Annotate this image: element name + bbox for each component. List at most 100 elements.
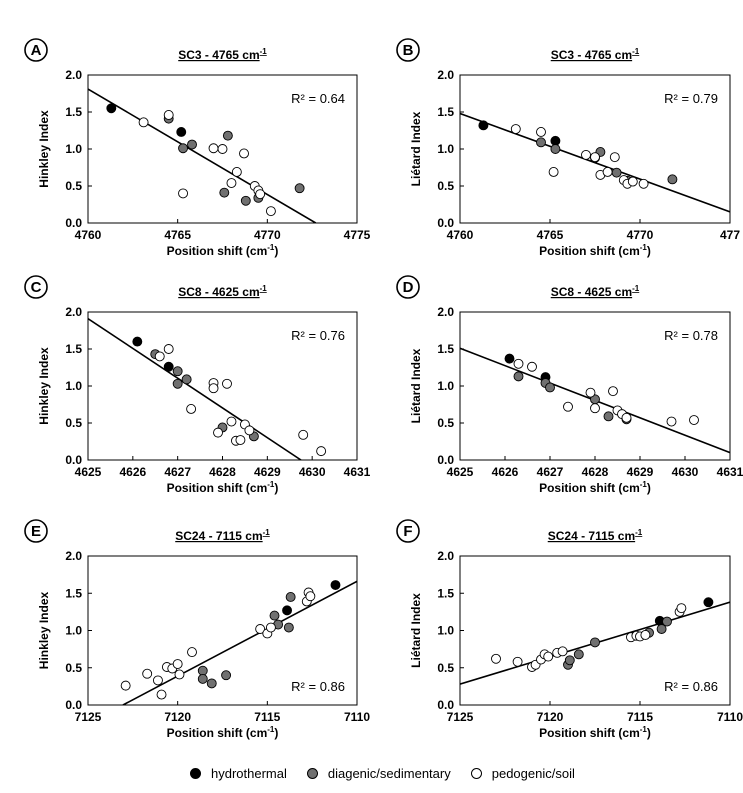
data-point-hydrothermal [478,120,489,131]
chart-title: SC24 - 7115 cm-1 [175,528,270,543]
panel-letter: D [403,279,414,296]
y-axis-label: Hinkley Index [37,110,51,188]
data-point-pedogenic [527,361,537,372]
y-tick-label: 0.0 [65,698,82,712]
data-point-pedogenic [265,622,276,633]
x-tick-label: 4628 [209,465,236,479]
data-point-diagenic [172,366,183,377]
y-tick-label: 1.5 [437,586,454,600]
data-point-diagenic [545,382,555,393]
y-axis-label: Hinkley Index [37,592,51,670]
data-point-pedogenic [563,401,573,412]
chart-panel-f: F SC24 - 7115 cm-1 0.0 0.5 1.0 1.5 2.0 7125 7120… [396,519,743,740]
data-point-hydrothermal [176,127,187,137]
y-tick-label: 0.5 [437,179,454,193]
legend-item-hydrothermal: hydrothermal [190,766,287,781]
x-tick-label: 7125 [447,710,474,724]
data-point-pedogenic [213,427,223,438]
panel-letter: B [403,42,414,59]
data-point-diagenic [662,616,672,627]
x-tick-label: 4626 [119,465,146,479]
x-tick-label: 4631 [344,465,371,479]
legend: hydrothermal diagenic/sedimentary pedoge… [190,766,595,781]
legend-item-pedogenic: pedogenic/soil [470,766,575,781]
data-point-diagenic [197,673,208,684]
data-point-hydrothermal [703,597,714,608]
data-point-diagenic [550,144,561,154]
x-tick-label: 4629 [254,465,281,479]
data-point-pedogenic [590,403,600,414]
data-point-pedogenic [156,689,167,700]
data-point-pedogenic [152,675,163,686]
x-tick-label: 4770 [254,228,281,242]
data-point-pedogenic [510,124,521,134]
x-axis-label: Position shift (cm-1) [167,243,279,258]
x-tick-label: 4629 [627,465,654,479]
data-point-pedogenic [585,387,596,398]
data-point-pedogenic [666,416,677,427]
y-tick-label: 2.0 [437,68,454,82]
y-tick-label: 1.0 [437,624,454,638]
data-point-pedogenic [298,429,309,440]
data-point-pedogenic [186,403,197,414]
x-tick-label: 4627 [164,465,191,479]
y-tick-label: 2.0 [437,305,454,319]
y-tick-label: 2.0 [437,549,454,563]
y-tick-label: 1.5 [65,586,82,600]
data-point-pedogenic [512,656,523,667]
r-squared-label: R² = 0.86 [291,679,345,694]
y-tick-label: 0.0 [65,216,82,230]
panel-letter: F [403,523,412,540]
chart-title: SC8 - 4625 cm-1 [551,284,640,299]
data-point-pedogenic [557,646,568,657]
panel-letter-circle [396,519,420,543]
legend-label-diagenic: diagenic/sedimentary [327,766,451,781]
chart-title: SC24 - 7115 cm-1 [548,528,643,543]
y-tick-label: 0.5 [65,179,82,193]
x-tick-label: 7120 [164,710,191,724]
chart-title: SC3 - 4765 cm-1 [551,47,640,62]
x-tick-label: 4760 [75,228,102,242]
x-tick-label: 7125 [75,710,102,724]
legend-swatch-diagenic [306,768,318,779]
y-tick-label: 0.5 [65,661,82,675]
data-point-diagenic [222,130,233,141]
data-point-pedogenic [172,659,183,669]
data-point-pedogenic [255,624,266,634]
data-point-pedogenic [244,425,255,436]
x-axis-label: Position shift (cm-1) [539,725,651,740]
data-point-pedogenic [638,178,649,189]
chart-panel-e: E SC24 - 7115 cm-1 0.0 0.5 1.0 1.5 2.0 7125 7120… [24,519,370,740]
y-tick-label: 0.0 [65,453,82,467]
data-point-pedogenic [208,143,219,154]
data-point-pedogenic [222,378,232,389]
y-axis-label: Hinkley Index [37,347,51,425]
chart-panel-b: B SC3 - 4765 cm-1 0.0 0.5 1.0 1.5 2.0 4760 4765 4… [396,38,740,258]
data-point-pedogenic [174,669,185,680]
panel-letter-circle [396,38,420,62]
y-tick-label: 0.0 [437,216,454,230]
panel-letter: E [31,523,41,540]
data-point-hydrothermal [132,336,143,347]
data-point-diagenic [590,637,600,648]
chart-title: SC3 - 4765 cm-1 [178,47,267,62]
data-point-pedogenic [120,680,131,691]
y-tick-label: 1.0 [65,379,82,393]
data-point-diagenic [285,592,296,602]
x-tick-label: 7115 [627,710,653,724]
data-point-pedogenic [513,358,524,369]
data-point-diagenic [181,374,192,385]
y-tick-label: 1.5 [65,105,82,119]
data-point-pedogenic [163,344,174,354]
data-point-diagenic [197,665,208,676]
data-point-pedogenic [187,647,197,658]
x-tick-label: 4627 [537,465,564,479]
panel-letter: C [31,279,42,296]
data-point-pedogenic [581,149,591,160]
x-tick-label: 4765 [164,228,191,242]
data-point-diagenic [573,649,584,660]
data-point-diagenic [611,167,622,178]
x-tick-label: 477 [720,228,740,242]
data-point-pedogenic [142,668,153,679]
data-point-pedogenic [178,188,188,199]
